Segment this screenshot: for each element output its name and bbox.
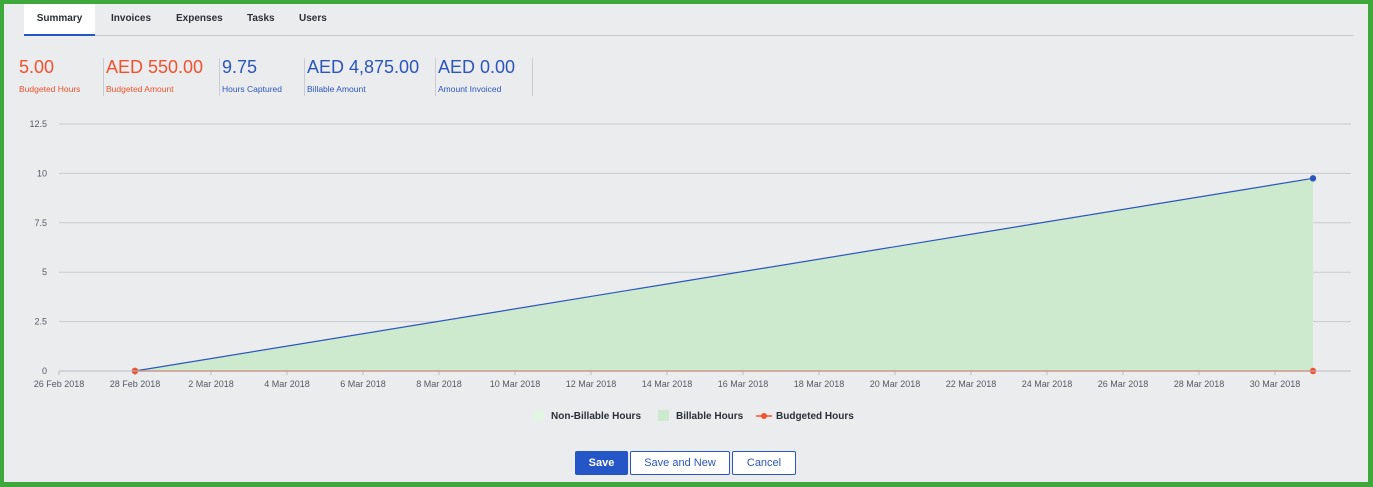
kpi-divider xyxy=(219,58,220,96)
tab-users[interactable]: Users xyxy=(299,13,327,24)
y-tick-label: 2.5 xyxy=(34,317,47,327)
kpi-value: AED 0.00 xyxy=(438,57,516,77)
x-tick-label: 12 Mar 2018 xyxy=(566,379,617,389)
tab-summary[interactable]: Summary xyxy=(24,4,95,36)
x-tick-label: 20 Mar 2018 xyxy=(870,379,921,389)
y-tick-label: 12.5 xyxy=(29,119,47,129)
x-tick-label: 26 Feb 2018 xyxy=(34,379,85,389)
x-tick-label: 22 Mar 2018 xyxy=(946,379,997,389)
kpi-label: Amount Invoiced xyxy=(438,84,502,94)
kpi-label: Hours Captured xyxy=(222,84,283,94)
hours-chart: 0 2.5 5 7.5 10 12.5 26 Feb 2018 28 Feb 2018 2 Ma… xyxy=(29,119,1351,422)
kpi-label: Billable Amount xyxy=(307,84,366,94)
y-tick-label: 5 xyxy=(42,267,47,277)
kpi-value: 5.00 xyxy=(19,57,55,77)
tab-bar: Summary Invoices Expenses Tasks Users xyxy=(24,4,1354,36)
tab-tasks[interactable]: Tasks xyxy=(247,13,275,24)
kpi-divider xyxy=(532,58,533,96)
x-tick-label: 26 Mar 2018 xyxy=(1098,379,1149,389)
x-tick-label: 8 Mar 2018 xyxy=(416,379,462,389)
tab-expenses[interactable]: Expenses xyxy=(176,13,223,24)
save-and-new-button[interactable]: Save and New xyxy=(630,451,730,475)
cancel-button[interactable]: Cancel xyxy=(732,451,796,475)
x-tick-label: 30 Mar 2018 xyxy=(1250,379,1301,389)
x-tick-label: 16 Mar 2018 xyxy=(718,379,769,389)
x-tick-label: 4 Mar 2018 xyxy=(264,379,310,389)
kpi-budgeted-hours: 5.00 Budgeted Hours xyxy=(19,56,80,98)
x-tick-label: 14 Mar 2018 xyxy=(642,379,693,389)
legend-label: Billable Hours xyxy=(676,411,744,422)
x-tick-label: 18 Mar 2018 xyxy=(794,379,845,389)
legend-swatch xyxy=(658,410,669,421)
kpi-amount-invoiced: AED 0.00 Amount Invoiced xyxy=(438,56,515,98)
kpi-value: AED 4,875.00 xyxy=(307,57,420,77)
x-tick-label: 28 Feb 2018 xyxy=(110,379,161,389)
x-tick-label: 28 Mar 2018 xyxy=(1174,379,1225,389)
legend-label: Non-Billable Hours xyxy=(551,411,641,422)
kpi-label: Budgeted Amount xyxy=(106,84,174,94)
x-tick-label: 2 Mar 2018 xyxy=(188,379,234,389)
save-button[interactable]: Save xyxy=(575,451,628,475)
x-tick-label: 24 Mar 2018 xyxy=(1022,379,1073,389)
kpi-hours-captured: 9.75 Hours Captured xyxy=(222,56,282,98)
kpi-divider xyxy=(103,58,104,96)
tab-invoices[interactable]: Invoices xyxy=(111,13,152,24)
project-summary-panel: Summary Invoices Expenses Tasks Users 5.… xyxy=(4,4,1368,482)
x-tick-label: 6 Mar 2018 xyxy=(340,379,386,389)
kpi-divider xyxy=(304,58,305,96)
data-point xyxy=(1309,175,1317,182)
y-tick-label: 0 xyxy=(42,366,47,376)
legend-swatch xyxy=(761,413,767,419)
x-tick-label: 10 Mar 2018 xyxy=(490,379,541,389)
kpi-label: Budgeted Hours xyxy=(19,84,81,94)
y-tick-label: 10 xyxy=(37,168,47,178)
kpi-divider xyxy=(435,58,436,96)
y-tick-label: 7.5 xyxy=(34,218,47,228)
legend-label: Budgeted Hours xyxy=(776,411,854,422)
legend-swatch xyxy=(533,410,544,421)
kpi-budgeted-amount: AED 550.00 Budgeted Amount xyxy=(106,56,203,98)
series-line xyxy=(134,177,1314,372)
kpi-value: 9.75 xyxy=(222,57,258,77)
kpi-value: AED 550.00 xyxy=(106,57,204,77)
kpi-billable-amount: AED 4,875.00 Billable Amount xyxy=(307,56,419,98)
